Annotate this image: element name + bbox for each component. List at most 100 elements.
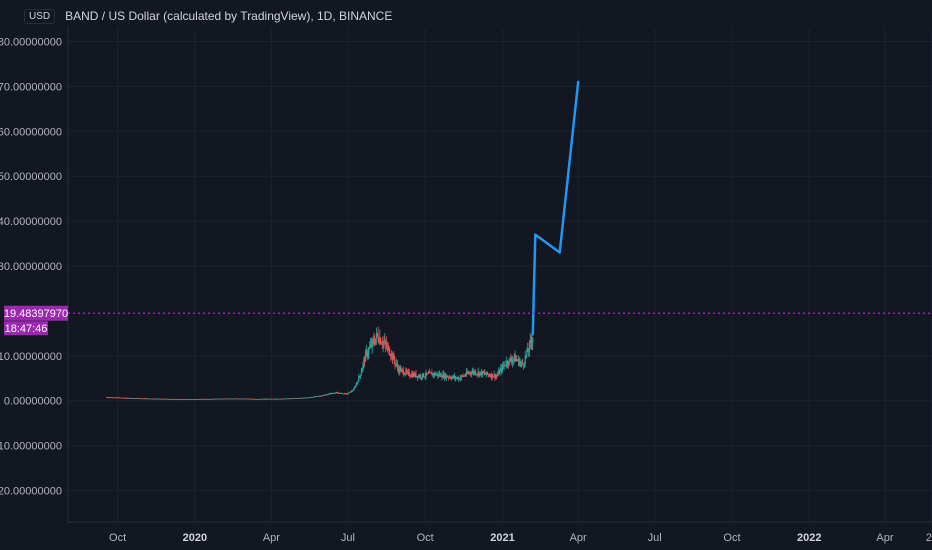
candle-body	[519, 362, 521, 366]
candle-body	[404, 373, 406, 375]
candle-body	[333, 393, 336, 394]
candle-body	[511, 360, 513, 363]
x-tick-label[interactable]: Apr	[876, 532, 893, 544]
candle-body	[378, 340, 380, 344]
x-tick-label[interactable]: Oct	[417, 532, 434, 544]
candle-body	[159, 398, 162, 400]
x-axis[interactable]: Oct 2020 Apr Jul Oct 2021 Apr Jul Oct 2022 Apr 27	[109, 532, 932, 544]
currency-badge[interactable]: USD	[24, 8, 56, 24]
y-tick-label[interactable]: 30.00000000	[0, 261, 62, 273]
candle-body	[329, 393, 331, 395]
candle-body	[506, 360, 508, 365]
candle-body	[299, 398, 301, 399]
y-tick-label[interactable]: 70.00000000	[0, 81, 62, 93]
candle-body	[422, 373, 424, 378]
candle-body	[290, 398, 292, 400]
candle-body	[506, 360, 509, 365]
x-tick-label[interactable]: Oct	[723, 532, 740, 544]
candle-body	[527, 351, 530, 353]
countdown-label: 18:47:46	[5, 323, 48, 335]
candle-body	[480, 371, 482, 373]
candle-body	[106, 397, 109, 398]
candle-body	[342, 393, 344, 395]
candle-body	[165, 398, 167, 400]
candle-body	[194, 399, 196, 400]
candle-body	[128, 397, 130, 399]
y-tick-label[interactable]: 0.00000000	[4, 396, 62, 408]
candle-body	[272, 398, 274, 400]
x-tick-label[interactable]: Apr	[263, 532, 280, 544]
candle-body	[485, 374, 487, 375]
y-tick-label[interactable]: -20.00000000	[0, 486, 62, 498]
candle-body	[292, 398, 294, 400]
y-axis[interactable]: 80.00000000 70.00000000 60.00000000 50.0000…	[0, 36, 62, 497]
candle-body	[352, 390, 354, 392]
candle-body	[238, 398, 240, 400]
x-tick-label[interactable]: Apr	[570, 532, 587, 544]
candle-body	[161, 398, 163, 400]
candle-body	[496, 375, 498, 377]
candle-body	[355, 383, 357, 387]
candle-body	[300, 397, 302, 399]
projection-line[interactable]	[531, 80, 580, 336]
candle-body	[422, 373, 425, 377]
candle-body	[184, 399, 186, 400]
candle-body	[316, 396, 318, 397]
x-tick-label[interactable]: 27	[926, 532, 932, 544]
candle-body	[530, 340, 532, 342]
candle-body	[502, 365, 504, 367]
candle-body	[271, 398, 273, 400]
candle-body	[241, 398, 243, 400]
candle-body	[388, 346, 390, 355]
x-tick-label[interactable]: Jul	[648, 532, 662, 544]
candle-body	[107, 397, 109, 399]
x-tick-label[interactable]: Jul	[341, 532, 355, 544]
candle-body	[153, 398, 156, 400]
candle-body	[168, 398, 170, 400]
candle-body	[192, 399, 194, 400]
candle-body	[468, 372, 470, 374]
candle-body	[469, 372, 471, 374]
candle-body	[182, 399, 184, 400]
projection-line-group[interactable]	[531, 80, 580, 336]
candle-body	[154, 398, 157, 400]
y-tick-label[interactable]: 40.00000000	[0, 216, 62, 228]
chart-header: USD BAND / US Dollar (calculated by Trad…	[24, 6, 392, 26]
candle-body	[356, 382, 358, 384]
x-tick-label[interactable]: Oct	[109, 532, 126, 544]
candle-body	[500, 367, 502, 371]
candle-body	[177, 399, 179, 400]
candle-body	[371, 339, 373, 347]
candle-body	[482, 371, 484, 373]
y-tick-label[interactable]: 50.00000000	[0, 171, 62, 183]
candle-body	[255, 398, 257, 400]
candle-body	[459, 377, 462, 380]
candle-body	[209, 398, 211, 400]
candle-body	[251, 398, 253, 400]
y-tick-label[interactable]: -10.00000000	[0, 441, 62, 453]
candle-body	[250, 398, 252, 400]
y-tick-label[interactable]: 80.00000000	[0, 36, 62, 48]
candle-body	[442, 373, 444, 378]
candle-body	[268, 398, 270, 400]
candle-body	[279, 398, 281, 400]
candle-body	[138, 398, 141, 400]
candle-body	[383, 342, 385, 344]
candle-body	[106, 397, 108, 398]
candle-body	[490, 373, 493, 378]
candle-body	[472, 370, 474, 372]
y-tick-label[interactable]: 60.00000000	[0, 126, 62, 138]
candle-body	[372, 339, 374, 341]
candle-body	[390, 353, 393, 357]
candle-body	[207, 398, 209, 400]
x-tick-label[interactable]: 2022	[797, 532, 821, 544]
candle-body	[375, 338, 377, 344]
x-tick-label[interactable]: 2020	[183, 532, 207, 544]
candle-body	[119, 397, 121, 399]
x-tick-label[interactable]: 2021	[490, 532, 514, 544]
candle-body	[312, 397, 315, 398]
y-tick-label[interactable]: 10.00000000	[0, 351, 62, 363]
candle-body	[310, 397, 312, 398]
